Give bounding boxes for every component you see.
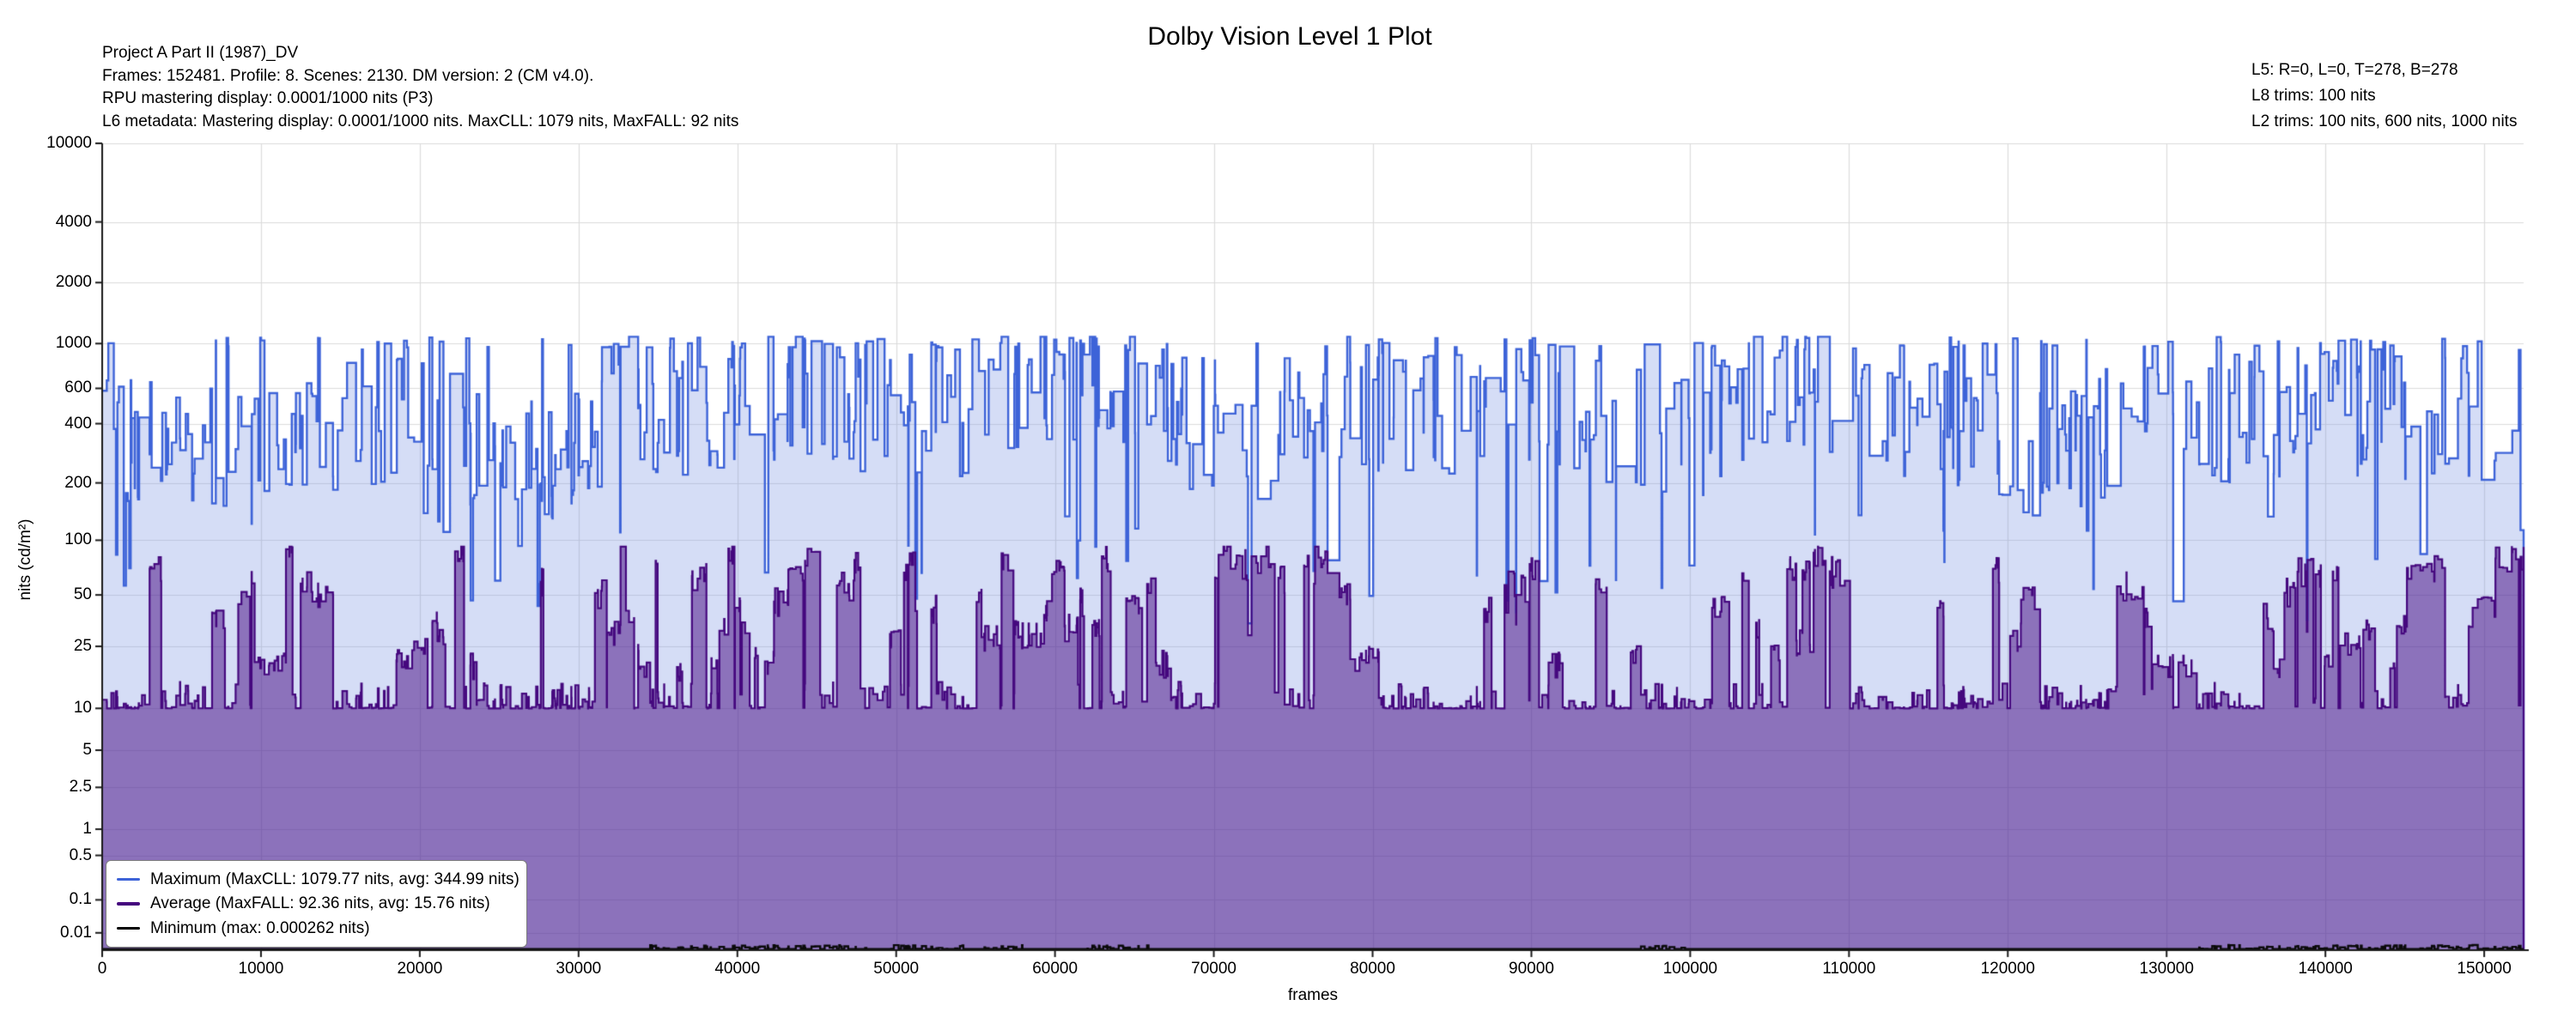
y-tick-label: 2.5 <box>69 778 92 797</box>
legend-swatch-average <box>117 902 140 906</box>
legend-entry-minimum: Minimum (max: 0.000262 nits) <box>117 919 519 938</box>
x-tick-label: 20000 <box>397 960 443 978</box>
y-tick-label: 200 <box>64 473 92 492</box>
y-tick-label: 4000 <box>55 212 92 231</box>
x-tick-label: 100000 <box>1662 960 1718 978</box>
x-tick-label: 30000 <box>556 960 602 978</box>
x-tick-label: 150000 <box>2457 960 2512 978</box>
y-tick-label: 0.5 <box>69 845 92 864</box>
y-tick-label: 1 <box>82 820 92 839</box>
x-tick-label: 80000 <box>1350 960 1395 978</box>
info-right-block: L5: R=0, L=0, T=278, B=278 L8 trims: 100… <box>2251 58 2517 135</box>
x-tick-label: 110000 <box>1822 960 1876 978</box>
legend-label: Average (MaxFALL: 92.36 nits, avg: 15.76… <box>150 894 490 912</box>
legend-swatch-maximum <box>117 877 140 882</box>
legend-entry-maximum: Maximum (MaxCLL: 1079.77 nits, avg: 344.… <box>117 870 519 889</box>
l8-trims-line: L8 trims: 100 nits <box>2251 87 2376 105</box>
y-tick-label: 0.1 <box>69 890 92 909</box>
x-tick-label: 10000 <box>238 960 284 978</box>
legend-entry-average: Average (MaxFALL: 92.36 nits, avg: 15.76… <box>117 894 519 913</box>
y-tick-label: 400 <box>64 414 92 433</box>
y-tick-label: 5 <box>82 741 92 760</box>
plot-title: Dolby Vision Level 1 Plot <box>1147 22 1432 51</box>
y-tick-label: 2000 <box>55 273 92 292</box>
x-tick-label: 120000 <box>1980 960 2035 978</box>
x-tick-label: 90000 <box>1509 960 1554 978</box>
legend-label: Minimum (max: 0.000262 nits) <box>150 918 370 937</box>
rpu-mastering-line: RPU mastering display: 0.0001/1000 nits … <box>102 89 434 107</box>
y-tick-label: 10 <box>73 699 92 718</box>
y-tick-label: 100 <box>64 530 92 549</box>
y-tick-label: 0.01 <box>60 923 92 942</box>
legend-swatch-minimum <box>117 926 140 930</box>
l5-line: L5: R=0, L=0, T=278, B=278 <box>2251 61 2458 79</box>
l2-trims-line: L2 trims: 100 nits, 600 nits, 1000 nits <box>2251 112 2518 130</box>
x-tick-label: 140000 <box>2298 960 2353 978</box>
legend-box: Maximum (MaxCLL: 1079.77 nits, avg: 344.… <box>106 860 527 948</box>
x-tick-label: 0 <box>97 960 107 978</box>
frames-profile-line: Frames: 152481. Profile: 8. Scenes: 2130… <box>102 66 594 85</box>
project-name: Project A Part II (1987)_DV <box>102 44 299 62</box>
y-tick-label: 1000 <box>55 334 92 353</box>
y-tick-label: 10000 <box>46 134 92 152</box>
legend-label: Maximum (MaxCLL: 1079.77 nits, avg: 344.… <box>150 869 519 888</box>
x-tick-label: 40000 <box>714 960 761 978</box>
x-tick-label: 50000 <box>873 960 920 978</box>
y-tick-label: 25 <box>73 637 92 656</box>
x-axis-label: frames <box>1287 986 1339 1004</box>
y-tick-label: 600 <box>64 379 92 397</box>
y-tick-label: 50 <box>73 585 92 604</box>
x-tick-label: 60000 <box>1032 960 1078 978</box>
x-tick-label: 130000 <box>2139 960 2194 978</box>
l6-metadata-line: L6 metadata: Mastering display: 0.0001/1… <box>102 112 739 130</box>
info-left-block: Project A Part II (1987)_DV Frames: 1524… <box>102 42 738 133</box>
x-tick-label: 70000 <box>1191 960 1236 978</box>
